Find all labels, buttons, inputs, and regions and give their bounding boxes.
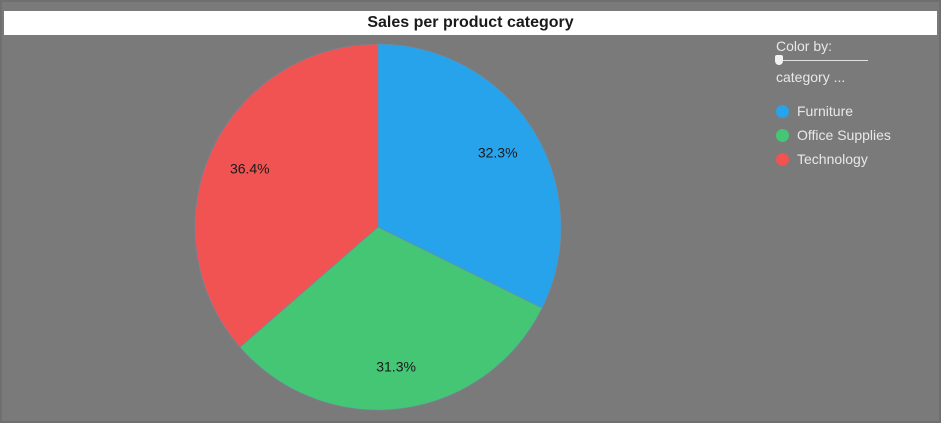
legend-item-office-supplies[interactable]: Office Supplies xyxy=(776,123,891,147)
slice-percent-label: 31.3% xyxy=(376,359,416,375)
slider-track xyxy=(776,60,868,61)
color-by-label: Color by: xyxy=(776,38,833,54)
legend-item-furniture[interactable]: Furniture xyxy=(776,99,891,123)
slice-percent-label: 36.4% xyxy=(230,161,270,177)
legend-item-technology[interactable]: Technology xyxy=(776,147,891,171)
color-by-slider[interactable] xyxy=(775,55,868,69)
legend-swatch xyxy=(776,104,789,118)
slice-percent-label: 32.3% xyxy=(478,145,518,161)
pie-slice-furniture[interactable] xyxy=(377,43,562,309)
legend-items: Furniture Office Supplies Technology xyxy=(776,99,891,171)
chart-title-bar: Sales per product category xyxy=(4,11,937,35)
pie-slice-technology[interactable] xyxy=(194,43,379,348)
legend-label: Technology xyxy=(797,151,868,167)
legend-label: Office Supplies xyxy=(797,127,891,143)
legend: Color by: category ... Furniture Office … xyxy=(775,38,891,171)
color-by-value[interactable]: category ... xyxy=(776,69,846,85)
legend-swatch xyxy=(776,128,789,142)
pie-slice-office-supplies[interactable] xyxy=(239,226,543,411)
legend-swatch xyxy=(776,152,789,166)
legend-label: Furniture xyxy=(797,103,854,119)
slider-handle[interactable] xyxy=(775,55,783,65)
chart-title: Sales per product category xyxy=(367,14,574,31)
